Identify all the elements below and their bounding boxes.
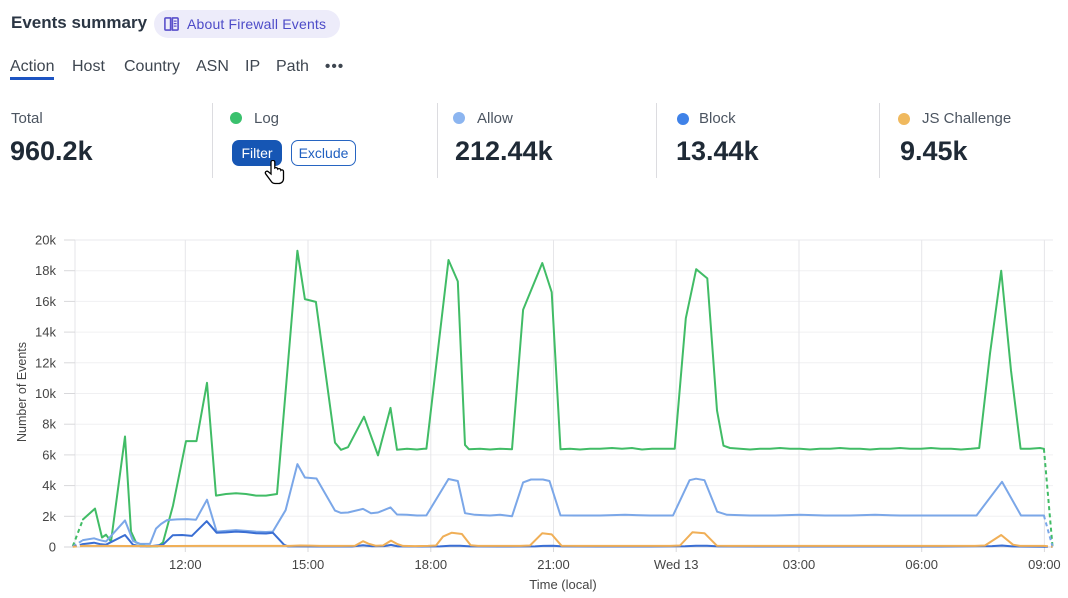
svg-text:15:00: 15:00 xyxy=(292,557,325,572)
svg-text:06:00: 06:00 xyxy=(905,557,938,572)
svg-text:12k: 12k xyxy=(35,355,56,370)
svg-text:21:00: 21:00 xyxy=(537,557,570,572)
svg-text:6k: 6k xyxy=(42,447,56,462)
svg-text:20k: 20k xyxy=(35,233,56,248)
svg-text:12:00: 12:00 xyxy=(169,557,202,572)
svg-text:8k: 8k xyxy=(42,417,56,432)
svg-text:Time (local): Time (local) xyxy=(529,577,596,592)
svg-text:Wed 13: Wed 13 xyxy=(654,557,699,572)
svg-text:09:00: 09:00 xyxy=(1028,557,1061,572)
svg-text:18k: 18k xyxy=(35,263,56,278)
svg-text:14k: 14k xyxy=(35,325,56,340)
svg-text:4k: 4k xyxy=(42,478,56,493)
svg-text:10k: 10k xyxy=(35,386,56,401)
svg-text:16k: 16k xyxy=(35,294,56,309)
svg-text:2k: 2k xyxy=(42,509,56,524)
svg-text:0: 0 xyxy=(49,540,56,555)
svg-text:18:00: 18:00 xyxy=(415,557,448,572)
svg-text:Number of Events: Number of Events xyxy=(15,342,29,442)
svg-text:03:00: 03:00 xyxy=(783,557,816,572)
